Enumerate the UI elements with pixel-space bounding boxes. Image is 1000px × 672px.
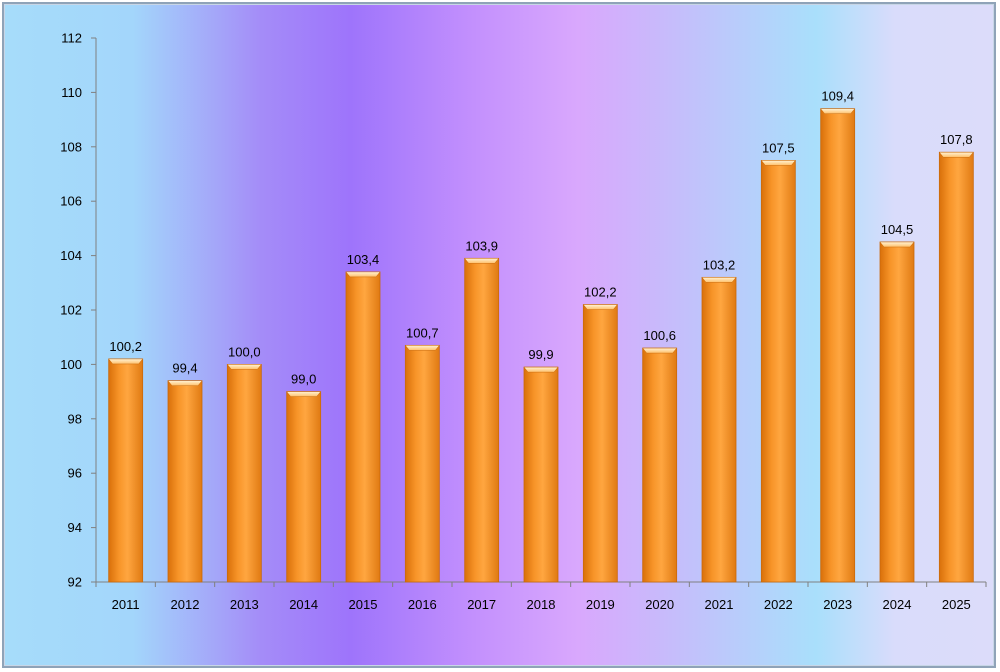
y-tick-label: 112 xyxy=(61,31,82,46)
x-tick-label: 2020 xyxy=(645,597,674,612)
bar-cap xyxy=(642,347,678,354)
x-tick-label: 2012 xyxy=(171,597,200,612)
y-tick-label: 94 xyxy=(68,520,82,535)
bar-cap xyxy=(286,391,322,397)
bar xyxy=(464,257,500,583)
bar-cap xyxy=(879,241,915,248)
x-tick-label: 2023 xyxy=(823,597,852,612)
bar xyxy=(820,108,856,583)
bar-cap xyxy=(404,345,440,351)
bar-chart: 92 94 96 98 100 102 104 106 108 110 112 2011 2012 201… xyxy=(60,31,987,612)
bar xyxy=(879,241,915,583)
bar-cap xyxy=(108,358,144,365)
bars xyxy=(108,108,974,583)
x-tick-label: 2018 xyxy=(527,597,556,612)
bar-cap xyxy=(523,366,559,373)
y-tick-label: 106 xyxy=(60,194,82,209)
data-label: 99,0 xyxy=(291,372,316,387)
bar-cap xyxy=(345,271,381,278)
bar xyxy=(523,366,559,583)
x-tick-label: 2024 xyxy=(883,597,912,612)
x-tick-label: 2017 xyxy=(467,597,496,612)
data-label: 109,4 xyxy=(821,89,854,104)
x-tick-label: 2019 xyxy=(586,597,615,612)
bar-cap xyxy=(582,304,618,310)
bar xyxy=(226,363,262,583)
x-tick-label: 2022 xyxy=(764,597,793,612)
bar xyxy=(701,276,737,583)
data-label: 100,7 xyxy=(406,325,439,340)
y-tick-label: 102 xyxy=(60,303,82,318)
bar-cap xyxy=(226,364,262,370)
axes: 92 94 96 98 100 102 104 106 108 110 112 2011 2012 201… xyxy=(60,31,987,612)
y-tick-label: 92 xyxy=(68,575,82,590)
x-tick-label: 2013 xyxy=(230,597,259,612)
data-label: 100,2 xyxy=(109,339,142,354)
x-tick-label: 2015 xyxy=(349,597,378,612)
bar xyxy=(345,271,381,583)
bar-cap xyxy=(167,380,203,386)
y-tick-label: 96 xyxy=(68,466,82,481)
bar xyxy=(404,344,440,583)
bar-cap xyxy=(820,108,856,114)
x-tick-label: 2016 xyxy=(408,597,437,612)
data-label: 100,0 xyxy=(228,344,261,359)
data-label: 107,8 xyxy=(940,132,973,147)
data-label: 100,6 xyxy=(643,328,676,343)
data-label: 104,5 xyxy=(881,222,914,237)
x-tick-label: 2025 xyxy=(942,597,971,612)
y-tick-label: 104 xyxy=(60,248,82,263)
data-label: 103,9 xyxy=(465,238,498,253)
data-label: 99,9 xyxy=(528,347,553,362)
y-tick-label: 108 xyxy=(60,139,82,154)
y-tick-label: 110 xyxy=(61,85,82,100)
data-label: 103,2 xyxy=(703,257,736,272)
x-tick-label: 2014 xyxy=(289,597,318,612)
bar-cap xyxy=(701,277,737,283)
data-label: 107,5 xyxy=(762,140,795,155)
bar xyxy=(642,347,678,583)
data-label: 102,2 xyxy=(584,285,617,300)
bar xyxy=(760,159,796,583)
data-labels: 100,2 99,4 100,0 99,0 103,4 100,7 103,9 99,9 102… xyxy=(109,89,972,387)
bar xyxy=(582,304,618,583)
bar xyxy=(286,391,322,583)
data-label: 99,4 xyxy=(172,361,197,376)
y-tick-label: 98 xyxy=(68,411,82,426)
bar xyxy=(938,151,974,583)
bar-cap xyxy=(464,258,500,264)
data-label: 103,4 xyxy=(347,252,380,267)
bar-cap xyxy=(938,151,974,158)
y-tick-label: 100 xyxy=(60,357,82,372)
bar xyxy=(108,358,144,583)
x-tick-label: 2011 xyxy=(112,597,140,612)
bar xyxy=(167,380,203,583)
x-tick-label: 2021 xyxy=(705,597,734,612)
bar-cap xyxy=(760,160,796,166)
